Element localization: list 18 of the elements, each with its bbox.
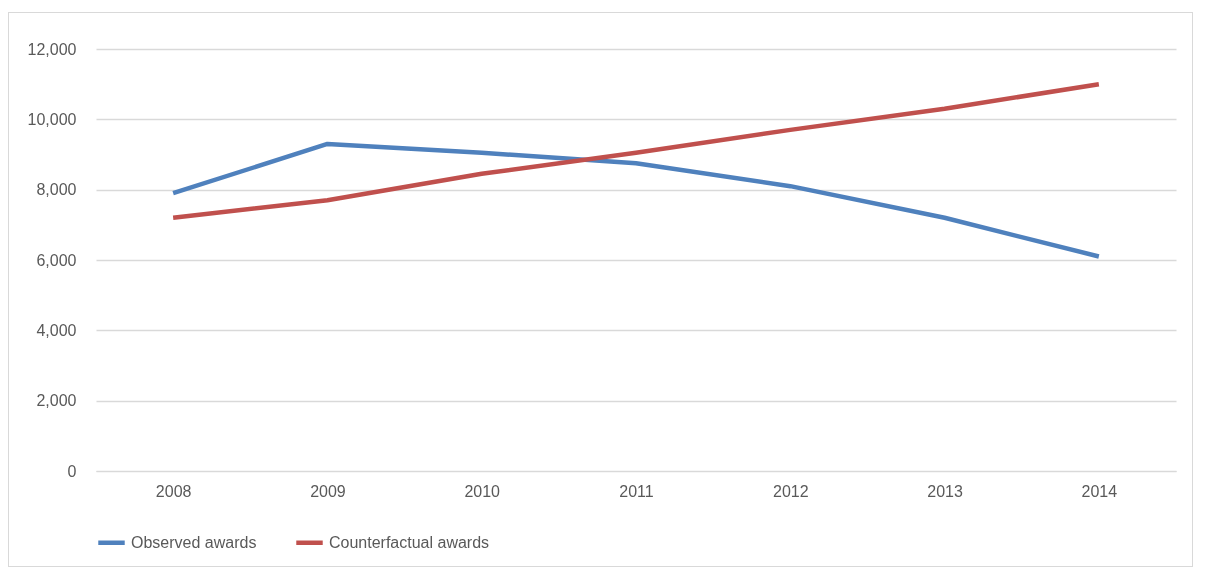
- y-tick-label: 12,000: [27, 40, 77, 58]
- line-series: [170, 141, 1102, 259]
- x-tick-label: 2009: [310, 482, 346, 500]
- x-tick-label: 2011: [619, 482, 654, 500]
- x-tick-label: 2008: [155, 482, 192, 500]
- y-tick-label: 0: [67, 462, 77, 480]
- y-tick-label: 8,000: [36, 181, 77, 199]
- x-tick-label: 2013: [927, 482, 963, 500]
- y-tick-label: 6,000: [36, 251, 77, 269]
- line-series: [170, 81, 1102, 221]
- y-tick-label: 4,000: [36, 321, 77, 339]
- y-tick-label: 2,000: [36, 392, 77, 410]
- legend-label: Counterfactual awards: [329, 533, 490, 551]
- x-tick-label: 2010: [464, 482, 501, 500]
- x-tick-label: 2014: [1081, 482, 1118, 500]
- x-tick-label: 2012: [772, 482, 809, 500]
- legend-label: Observed awards: [131, 533, 257, 551]
- y-tick-label: 10,000: [27, 110, 77, 128]
